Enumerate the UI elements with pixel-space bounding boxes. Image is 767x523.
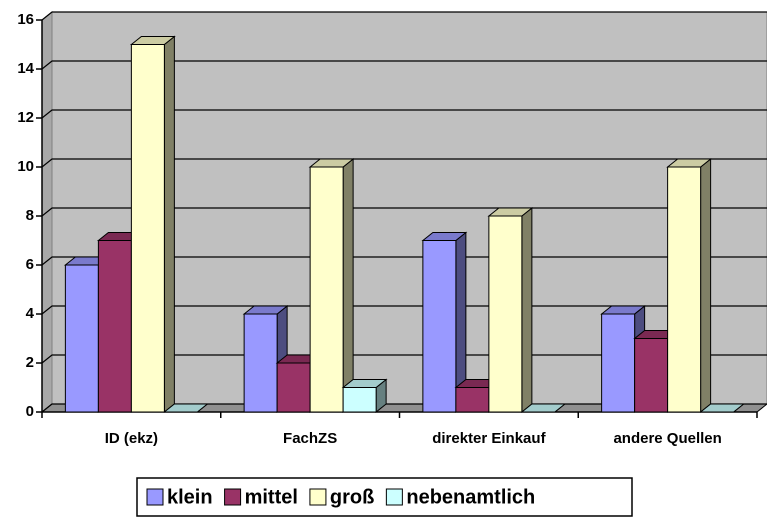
legend-swatch bbox=[385, 488, 403, 506]
bar bbox=[64, 264, 99, 413]
bar-3d bbox=[308, 157, 355, 414]
legend-label: klein bbox=[167, 486, 213, 508]
bar-3d bbox=[699, 403, 746, 413]
bar bbox=[243, 313, 278, 413]
bar bbox=[276, 362, 311, 413]
x-tick-label: ID (ekz) bbox=[105, 430, 158, 447]
bar bbox=[342, 387, 377, 413]
bar bbox=[97, 240, 132, 413]
y-tick-label: 8 bbox=[26, 207, 34, 224]
grid-line bbox=[41, 158, 767, 168]
x-tick-label: andere Quellen bbox=[613, 430, 721, 447]
bar-3d bbox=[421, 231, 468, 414]
legend-box bbox=[136, 477, 633, 517]
bar-side bbox=[700, 157, 712, 414]
bar bbox=[309, 166, 344, 413]
y-tick-label: 10 bbox=[17, 158, 34, 175]
bar bbox=[634, 338, 669, 413]
bar-3d bbox=[520, 403, 567, 413]
bar-top bbox=[699, 403, 746, 413]
y-tick-label: 0 bbox=[26, 403, 34, 420]
y-tick-label: 16 bbox=[17, 11, 34, 28]
x-tick-label: direkter Einkauf bbox=[432, 430, 546, 447]
bar-side bbox=[342, 157, 354, 414]
x-tick-label: FachZS bbox=[283, 430, 337, 447]
bar bbox=[130, 44, 165, 413]
bar-3d bbox=[666, 157, 713, 414]
bar-side bbox=[163, 35, 175, 414]
legend-swatch bbox=[146, 488, 164, 506]
y-tick-label: 14 bbox=[17, 60, 34, 77]
bar bbox=[422, 240, 457, 413]
bar-side bbox=[521, 206, 533, 414]
grid-line bbox=[41, 11, 767, 21]
legend-label: groß bbox=[330, 486, 374, 508]
bar bbox=[488, 215, 523, 413]
bar-top bbox=[162, 403, 209, 413]
legend-swatch bbox=[309, 488, 327, 506]
bar-3d bbox=[487, 206, 534, 414]
bar-3d bbox=[162, 403, 209, 413]
bar-3d bbox=[341, 378, 388, 414]
bar-top bbox=[520, 403, 567, 413]
grid-line bbox=[41, 60, 767, 70]
y-tick-label: 6 bbox=[26, 256, 34, 273]
bar bbox=[601, 313, 636, 413]
legend-label: mittel bbox=[245, 486, 298, 508]
y-tick-label: 12 bbox=[17, 109, 34, 126]
bar bbox=[455, 387, 490, 413]
bar bbox=[667, 166, 702, 413]
bar-3d bbox=[129, 35, 176, 414]
grid-line bbox=[41, 109, 767, 119]
y-tick-label: 2 bbox=[26, 354, 34, 371]
legend-swatch bbox=[224, 488, 242, 506]
y-tick-label: 4 bbox=[26, 305, 35, 322]
legend-label: nebenamtlich bbox=[406, 486, 535, 508]
